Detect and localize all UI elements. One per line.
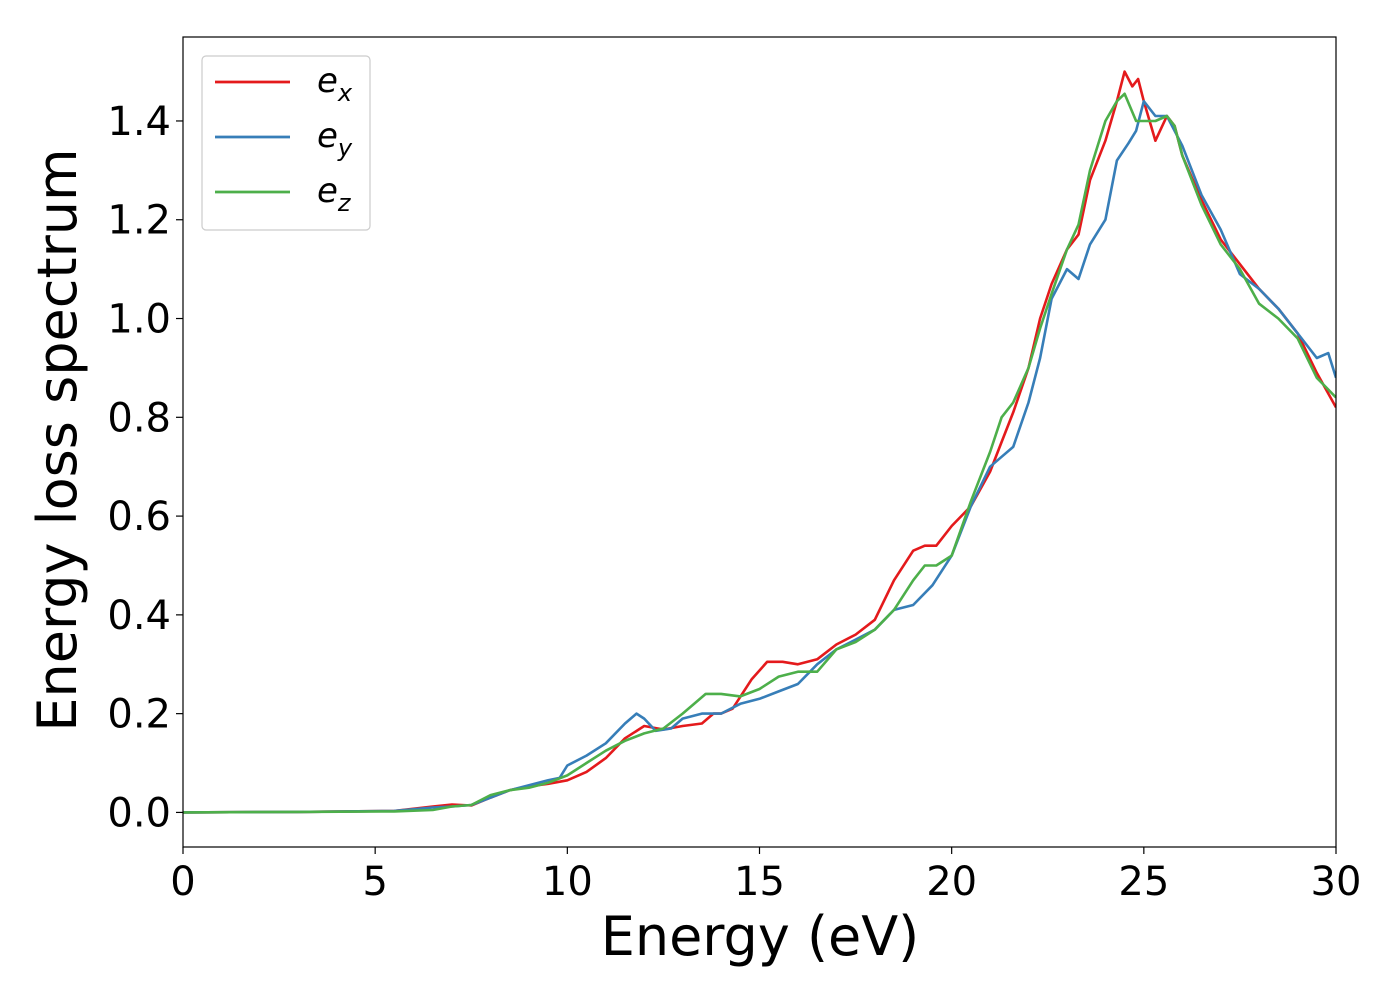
y-tick-label: 1.0	[107, 297, 171, 343]
x-tick-label: 15	[734, 859, 785, 905]
x-tick-label: 25	[1118, 859, 1169, 905]
legend-label-z: ez	[317, 171, 352, 217]
y-axis-ticks: 0.0 0.2 0.4 0.6 0.8 1.0 1.2 1.4	[107, 99, 183, 836]
x-axis-title: Energy (eV)	[601, 905, 920, 968]
y-tick-label: 0.6	[107, 494, 171, 540]
x-tick-label: 20	[926, 859, 977, 905]
x-tick-label: 10	[542, 859, 593, 905]
y-tick-label: 0.4	[107, 593, 171, 639]
y-tick-label: 0.0	[107, 790, 171, 836]
legend-label-y: ey	[317, 116, 353, 162]
legend: ex ey ez	[201, 55, 371, 231]
x-tick-label: 30	[1311, 859, 1362, 905]
y-tick-label: 0.8	[107, 395, 171, 441]
legend-box	[201, 55, 371, 231]
legend-label-x: ex	[317, 61, 353, 107]
x-axis-ticks: 0 5 10 15 20 25 30	[170, 847, 1361, 905]
series-line-z	[183, 92, 1336, 814]
x-tick-label: 0	[170, 859, 195, 905]
y-axis-title: Energy loss spectrum	[26, 148, 89, 731]
y-tick-label: 1.2	[107, 198, 171, 244]
y-tick-label: 1.4	[107, 99, 171, 145]
y-tick-label: 0.2	[107, 692, 171, 738]
x-tick-label: 5	[362, 859, 387, 905]
series-line-x	[183, 70, 1336, 814]
